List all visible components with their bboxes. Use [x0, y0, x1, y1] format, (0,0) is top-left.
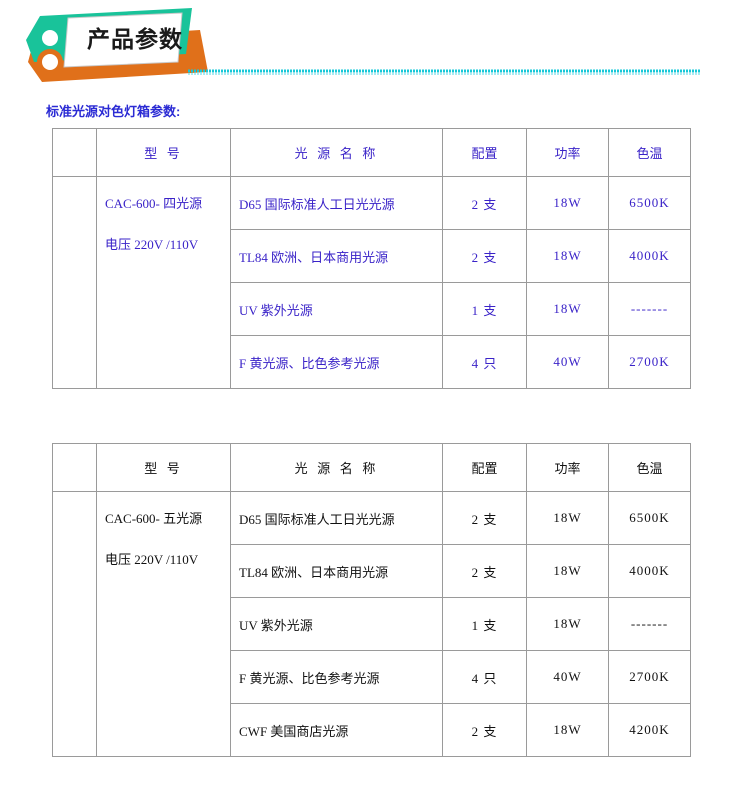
config-value: 2 支	[442, 229, 527, 283]
row-blank-cell	[52, 491, 97, 757]
power-value: 18W	[526, 229, 609, 283]
banner-ring-teal-inner	[42, 30, 58, 46]
header-power: 功率	[526, 128, 609, 177]
table-header-row: 型 号 光 源 名 称 配置 功率 色温	[52, 128, 691, 177]
source-name: D65 国际标准人工日光光源	[230, 491, 443, 545]
banner-label-plate	[63, 12, 183, 68]
source-name: TL84 欧洲、日本商用光源	[230, 544, 443, 598]
banner-title: 产品参数	[87, 26, 183, 53]
source-name: F 黄光源、比色参考光源	[230, 650, 443, 704]
config-value: 4 只	[442, 650, 527, 704]
table-row: UV 紫外光源 1 支 18W -------	[53, 597, 691, 651]
header-source-name: 光 源 名 称	[230, 128, 443, 177]
source-name: F 黄光源、比色参考光源	[230, 335, 443, 389]
header-model: 型 号	[96, 443, 231, 492]
row-blank-cell	[52, 176, 97, 389]
table-row: F 黄光源、比色参考光源 4 只 40W 2700K	[53, 335, 691, 389]
power-value: 18W	[526, 544, 609, 598]
config-value: 2 支	[442, 176, 527, 230]
config-value: 1 支	[442, 282, 527, 336]
cct-value: 4000K	[608, 229, 691, 283]
power-value: 18W	[526, 282, 609, 336]
cct-value: 4200K	[608, 703, 691, 757]
source-name: UV 紫外光源	[230, 597, 443, 651]
header-blank	[52, 128, 97, 177]
table-row: TL84 欧洲、日本商用光源 2 支 18W 4000K	[53, 229, 691, 283]
table-row: CAC-600- 五光源 电压 220V /110V D65 国际标准人工日光光…	[52, 491, 691, 757]
config-value: 4 只	[442, 335, 527, 389]
source-name: UV 紫外光源	[230, 282, 443, 336]
config-value: 1 支	[442, 597, 527, 651]
header-blank	[52, 443, 97, 492]
model-cell: CAC-600- 四光源 电压 220V /110V	[96, 176, 231, 389]
model-name: CAC-600- 五光源	[105, 511, 203, 526]
power-value: 18W	[526, 597, 609, 651]
table-row: UV 紫外光源 1 支 18W -------	[53, 282, 691, 336]
model-cell: CAC-600- 五光源 电压 220V /110V	[96, 491, 231, 757]
model-voltage: 电压 220V /110V	[105, 552, 199, 567]
section-banner: 产品参数	[0, 0, 750, 92]
source-name: CWF 美国商店光源	[230, 703, 443, 757]
cct-value: 6500K	[608, 491, 691, 545]
config-value: 2 支	[442, 491, 527, 545]
table-caption: 标准光源对色灯箱参数:	[46, 104, 181, 119]
cct-value: 2700K	[608, 335, 691, 389]
cct-value: 4000K	[608, 544, 691, 598]
power-value: 18W	[526, 491, 609, 545]
power-value: 40W	[526, 335, 609, 389]
power-value: 18W	[526, 176, 609, 230]
table-header-row: 型 号 光 源 名 称 配置 功率 色温	[52, 443, 691, 492]
cct-value: 6500K	[608, 176, 691, 230]
source-name: TL84 欧洲、日本商用光源	[230, 229, 443, 283]
config-value: 2 支	[442, 544, 527, 598]
banner-graphic	[26, 8, 700, 82]
cct-value: -------	[608, 282, 691, 336]
header-model: 型 号	[96, 128, 231, 177]
table-row: F 黄光源、比色参考光源 4 只 40W 2700K	[53, 650, 691, 704]
header-power: 功率	[526, 443, 609, 492]
header-cct: 色温	[608, 443, 691, 492]
config-value: 2 支	[442, 703, 527, 757]
cct-value: 2700K	[608, 650, 691, 704]
model-voltage: 电压 220V /110V	[105, 237, 199, 252]
spec-table-five-light-source: 型 号 光 源 名 称 配置 功率 色温 CAC-600- 五光源 电压 220…	[52, 443, 691, 757]
header-config: 配置	[442, 128, 527, 177]
model-name: CAC-600- 四光源	[105, 196, 203, 211]
source-name: D65 国际标准人工日光光源	[230, 176, 443, 230]
power-value: 18W	[526, 703, 609, 757]
spec-table-four-light-source: 型 号 光 源 名 称 配置 功率 色温 CAC-600- 四光源 电压 220…	[52, 128, 691, 389]
table-row: CWF 美国商店光源 2 支 18W 4200K	[53, 703, 691, 757]
header-source-name: 光 源 名 称	[230, 443, 443, 492]
header-cct: 色温	[608, 128, 691, 177]
banner-ring-orange-inner	[42, 54, 58, 70]
cct-value: -------	[608, 597, 691, 651]
power-value: 40W	[526, 650, 609, 704]
table-row: CAC-600- 四光源 电压 220V /110V D65 国际标准人工日光光…	[52, 176, 691, 389]
header-config: 配置	[442, 443, 527, 492]
